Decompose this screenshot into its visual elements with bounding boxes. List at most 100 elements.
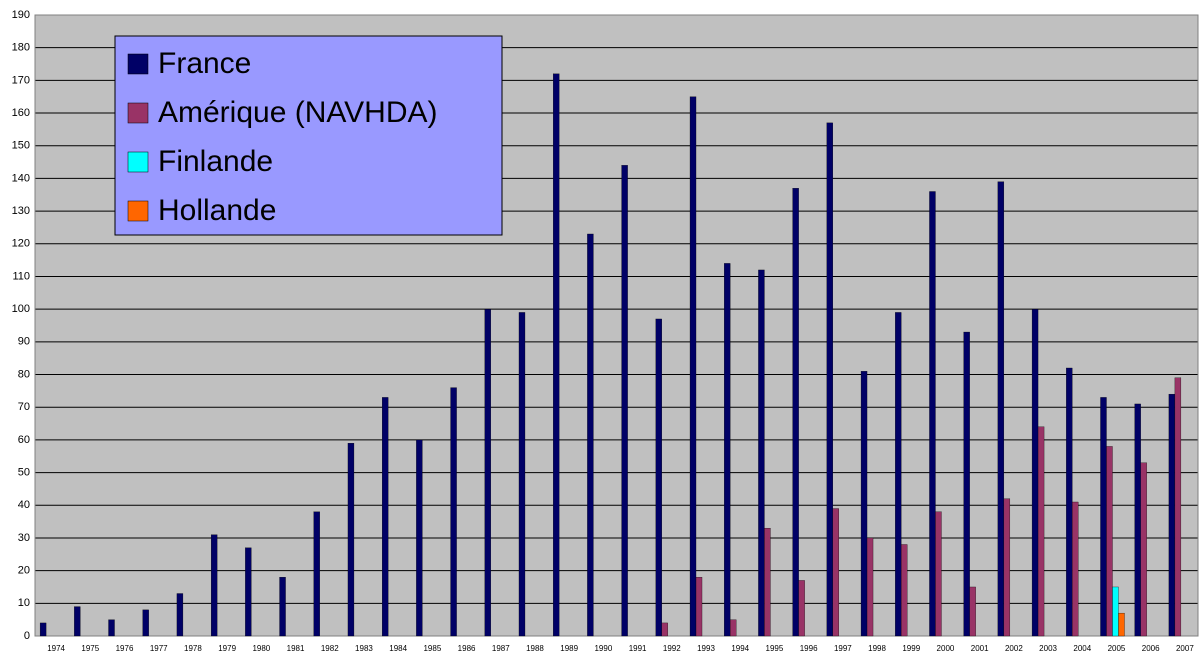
- bar: [826, 122, 833, 637]
- x-tick-label: 1982: [321, 644, 339, 653]
- bar: [860, 371, 868, 637]
- x-tick-label: 1994: [731, 644, 749, 653]
- legend-box: [114, 35, 503, 236]
- y-tick-label: 30: [18, 532, 30, 544]
- y-tick-label: 170: [12, 74, 30, 86]
- x-tick-label: 1997: [834, 644, 852, 653]
- bar: [655, 318, 662, 637]
- bar: [1134, 403, 1141, 637]
- x-tick-label: 1998: [868, 644, 886, 653]
- x-tick-label: 1999: [902, 644, 920, 653]
- x-tick-label: 1975: [81, 644, 99, 653]
- x-tick-label: 1974: [47, 644, 65, 653]
- x-tick-label: 1987: [492, 644, 510, 653]
- bar: [210, 534, 218, 637]
- bar: [176, 593, 184, 637]
- bar: [724, 263, 731, 637]
- bar: [730, 619, 737, 637]
- bar: [553, 73, 560, 637]
- bar: [621, 165, 628, 637]
- x-tick-label: 1976: [116, 644, 134, 653]
- bar: [866, 537, 874, 637]
- legend-swatch: [127, 102, 149, 124]
- bar: [74, 606, 81, 637]
- bar: [416, 439, 423, 637]
- y-tick-label: 190: [12, 9, 30, 21]
- x-tick-label: 2003: [1039, 644, 1057, 653]
- x-tick-label: 1988: [526, 644, 544, 653]
- x-tick-label: 1984: [389, 644, 407, 653]
- x-tick-label: 2006: [1142, 644, 1160, 653]
- bar: [1174, 377, 1182, 637]
- bar: [661, 622, 668, 637]
- legend-label: Finlande: [158, 145, 273, 178]
- bar: [1100, 397, 1107, 637]
- bar: [929, 191, 936, 637]
- x-tick-label: 1979: [218, 644, 236, 653]
- legend-label: Hollande: [158, 194, 276, 227]
- y-tick-label: 140: [12, 172, 30, 184]
- x-tick-label: 1989: [560, 644, 578, 653]
- y-tick-label: 90: [18, 336, 30, 348]
- bar: [1168, 393, 1176, 637]
- bar: [963, 331, 970, 637]
- bar: [245, 547, 252, 637]
- y-tick-label: 0: [24, 630, 30, 642]
- bar: [382, 397, 389, 637]
- x-tick-label: 1992: [663, 644, 681, 653]
- bar: [895, 312, 902, 637]
- y-tick-label: 150: [12, 140, 30, 152]
- x-tick-label: 1985: [423, 644, 441, 653]
- legend-label: Amérique (NAVHDA): [158, 96, 438, 129]
- x-tick-label: 1996: [800, 644, 818, 653]
- bar: [764, 527, 771, 637]
- y-tick-label: 160: [12, 107, 30, 119]
- x-tick-label: 2001: [971, 644, 989, 653]
- bar: [792, 188, 799, 637]
- y-tick-label: 110: [12, 270, 30, 282]
- bar: [689, 96, 697, 637]
- bar: [1072, 501, 1079, 637]
- plot-border: [34, 14, 1199, 637]
- bar: [518, 312, 526, 637]
- bar: [935, 511, 942, 637]
- bar: [832, 508, 839, 637]
- legend-label: France: [158, 47, 251, 80]
- x-tick-label: 1977: [150, 644, 168, 653]
- x-tick-label: 1990: [594, 644, 612, 653]
- x-tick-label: 1991: [629, 644, 647, 653]
- bar: [1031, 309, 1039, 637]
- x-tick-label: 1978: [184, 644, 202, 653]
- x-tick-label: 1981: [287, 644, 305, 653]
- y-tick-label: 10: [18, 597, 30, 609]
- y-tick-label: 60: [18, 434, 30, 446]
- bar: [1112, 586, 1119, 637]
- legend-swatch: [127, 151, 149, 173]
- bar: [39, 622, 47, 637]
- y-tick-label: 20: [18, 565, 30, 577]
- bar: [313, 511, 320, 637]
- bar: [901, 544, 908, 637]
- bar: [1066, 367, 1073, 637]
- bar: [108, 619, 115, 637]
- bar: [758, 269, 765, 637]
- x-tick-label: 1993: [697, 644, 715, 653]
- bar: [969, 586, 976, 637]
- x-tick-label: 2004: [1073, 644, 1091, 653]
- x-tick-label: 2005: [1108, 644, 1126, 653]
- bar: [997, 181, 1005, 637]
- bar: [798, 580, 805, 637]
- bar: [279, 577, 286, 637]
- bar: [450, 387, 457, 637]
- bar: [347, 443, 355, 637]
- bar: [484, 309, 491, 637]
- y-tick-label: 40: [18, 499, 30, 511]
- bar: [1106, 446, 1113, 637]
- bar: [1118, 612, 1125, 637]
- legend-swatch: [127, 53, 149, 75]
- y-tick-label: 80: [18, 368, 30, 380]
- legend-swatch: [127, 200, 149, 222]
- y-tick-label: 130: [12, 205, 30, 217]
- y-tick-label: 180: [12, 42, 30, 54]
- bar: [1003, 498, 1011, 637]
